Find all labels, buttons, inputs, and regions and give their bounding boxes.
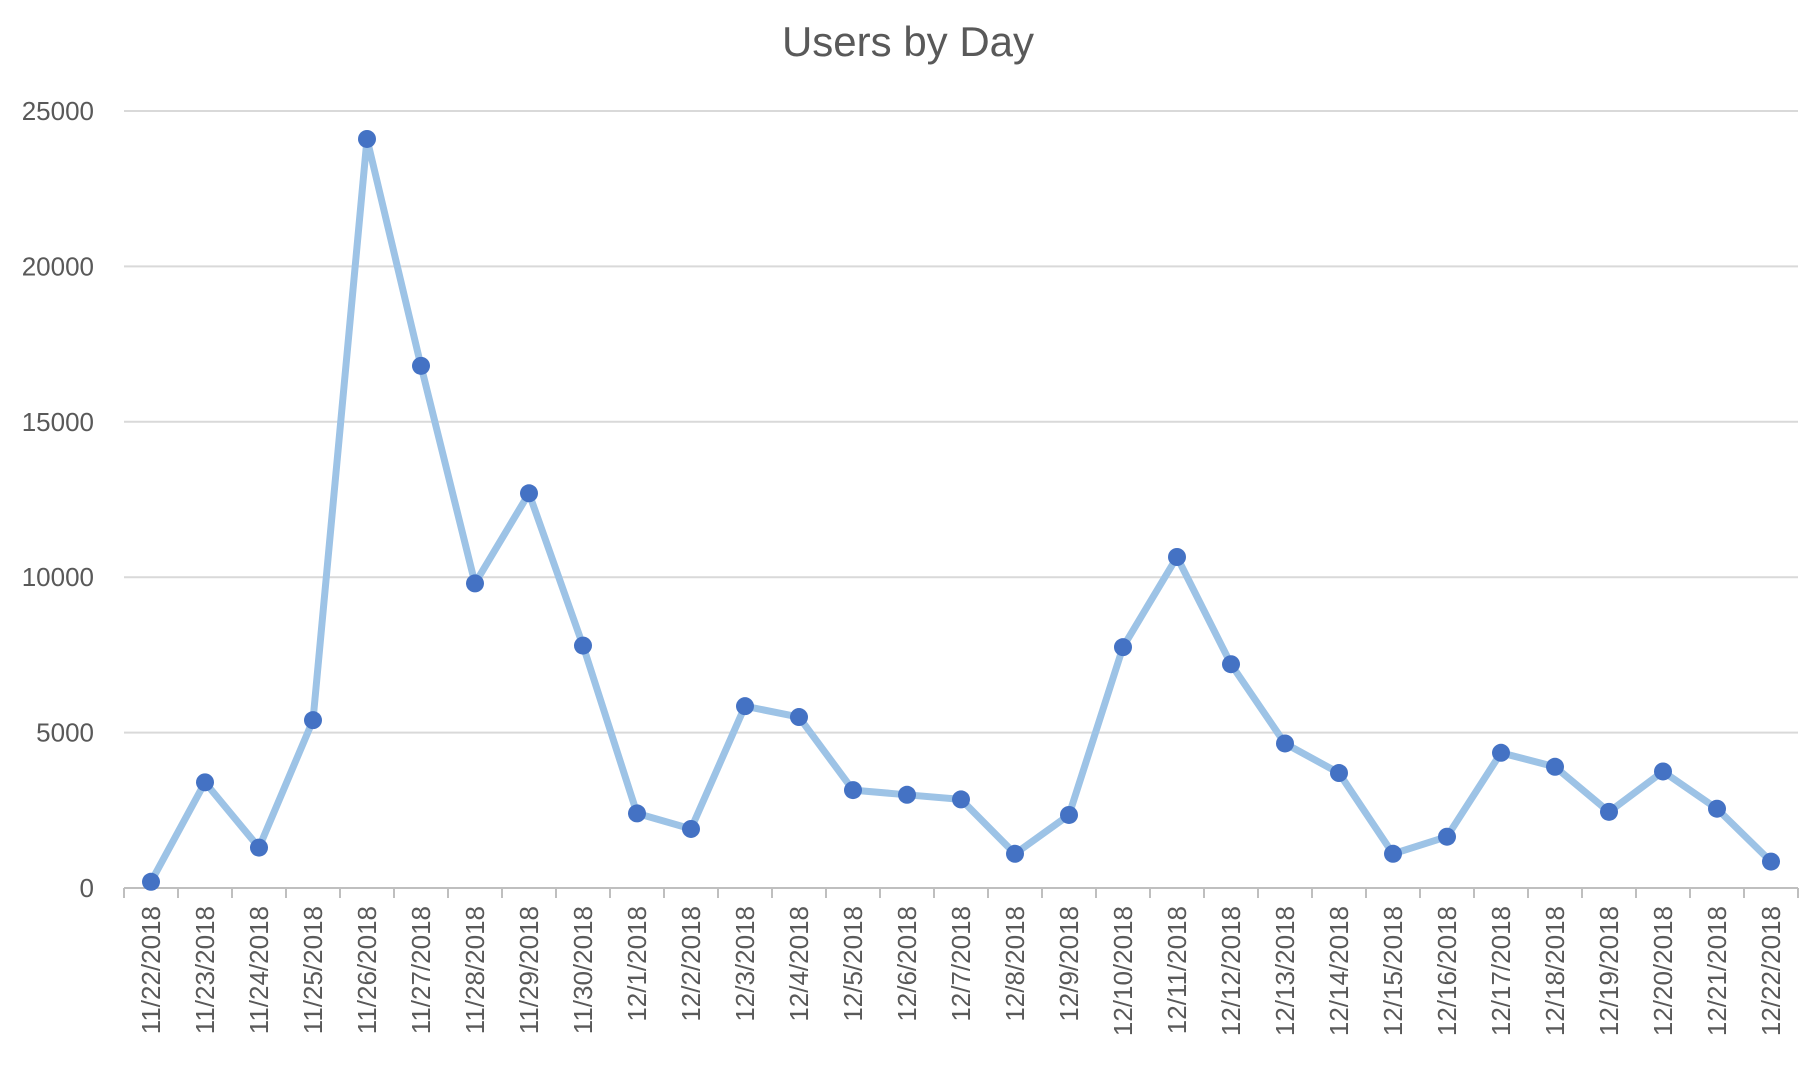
data-point: [250, 838, 268, 857]
series-line-path: [147, 135, 1775, 886]
data-point: [1762, 852, 1780, 871]
data-point: [574, 636, 592, 655]
chart-title: Users by Day: [782, 18, 1034, 65]
x-axis: 11/22/2018 11/23/2018 11/24/2018 11/25/2018…: [123, 887, 1799, 1036]
data-point: [1600, 802, 1618, 821]
x-tick-label: 12/4/2018: [784, 906, 814, 1022]
x-tick-label: 12/17/2018: [1486, 906, 1516, 1036]
x-tick-label: 12/1/2018: [622, 906, 652, 1022]
x-tick-label: 11/25/2018: [298, 906, 328, 1034]
x-tick-label: 11/30/2018: [568, 906, 598, 1034]
y-tick-label: 20000: [22, 251, 94, 281]
data-point: [790, 708, 808, 727]
x-tick-label: 11/29/2018: [514, 906, 544, 1034]
x-tick-label: 12/19/2018: [1594, 906, 1624, 1036]
data-point: [1708, 799, 1726, 818]
data-point: [1330, 764, 1348, 783]
data-point: [1060, 805, 1078, 824]
series-line: [147, 135, 1775, 886]
x-tick-label: 12/14/2018: [1324, 906, 1354, 1036]
y-tick-label: 5000: [36, 718, 94, 748]
data-point: [1168, 547, 1186, 566]
x-tick-label: 11/26/2018: [352, 906, 382, 1034]
x-tick-label: 12/8/2018: [1000, 906, 1030, 1022]
data-point: [1222, 655, 1240, 674]
data-point: [1114, 638, 1132, 657]
x-tick-label: 12/13/2018: [1270, 906, 1300, 1036]
x-tick-label: 12/21/2018: [1702, 906, 1732, 1036]
y-tick-label: 0: [80, 873, 94, 903]
data-point: [736, 697, 754, 716]
y-axis: 0 5000 10000 15000 20000 25000: [22, 96, 94, 903]
data-point: [142, 872, 160, 891]
data-point: [466, 574, 484, 593]
data-point: [1276, 734, 1294, 753]
data-point: [952, 790, 970, 809]
data-point: [628, 804, 646, 823]
x-tick-label: 12/16/2018: [1432, 906, 1462, 1036]
x-tick-label: 12/12/2018: [1216, 906, 1246, 1036]
data-point: [898, 785, 916, 804]
data-point: [1438, 827, 1456, 846]
data-point: [1384, 844, 1402, 863]
y-tick-label: 15000: [22, 407, 94, 437]
x-tick-label: 12/9/2018: [1054, 906, 1084, 1022]
x-tick-label: 11/22/2018: [136, 906, 166, 1034]
data-point: [1492, 743, 1510, 762]
x-tick-label: 12/11/2018: [1162, 906, 1192, 1034]
data-point: [1006, 844, 1024, 863]
x-tick-label: 12/7/2018: [946, 906, 976, 1022]
x-tick-label: 12/15/2018: [1378, 906, 1408, 1036]
x-tick-label: 11/24/2018: [244, 906, 274, 1034]
data-point: [412, 356, 430, 375]
x-tick-label: 11/27/2018: [406, 906, 436, 1034]
data-point: [358, 129, 376, 148]
x-tick-label: 12/18/2018: [1540, 906, 1570, 1036]
x-tick-label: 12/20/2018: [1648, 906, 1678, 1036]
data-point: [844, 781, 862, 800]
data-point: [1546, 757, 1564, 776]
x-tick-label: 12/3/2018: [730, 906, 760, 1022]
x-tick-label: 12/5/2018: [838, 906, 868, 1022]
x-tick-label: 11/28/2018: [460, 906, 490, 1034]
y-tick-label: 10000: [22, 562, 94, 592]
x-tick-label: 12/10/2018: [1108, 906, 1138, 1036]
gridlines: [124, 110, 1798, 734]
data-point: [520, 484, 538, 503]
data-point: [682, 819, 700, 838]
data-point: [304, 711, 322, 730]
x-tick-label: 12/2/2018: [676, 906, 706, 1022]
x-tick-label: 12/22/2018: [1756, 906, 1786, 1036]
x-tick-label: 11/23/2018: [190, 906, 220, 1034]
data-point: [1654, 762, 1672, 781]
series-markers: [142, 129, 1780, 891]
x-tick-label: 12/6/2018: [892, 906, 922, 1022]
data-point: [196, 773, 214, 792]
y-tick-label: 25000: [22, 96, 94, 126]
